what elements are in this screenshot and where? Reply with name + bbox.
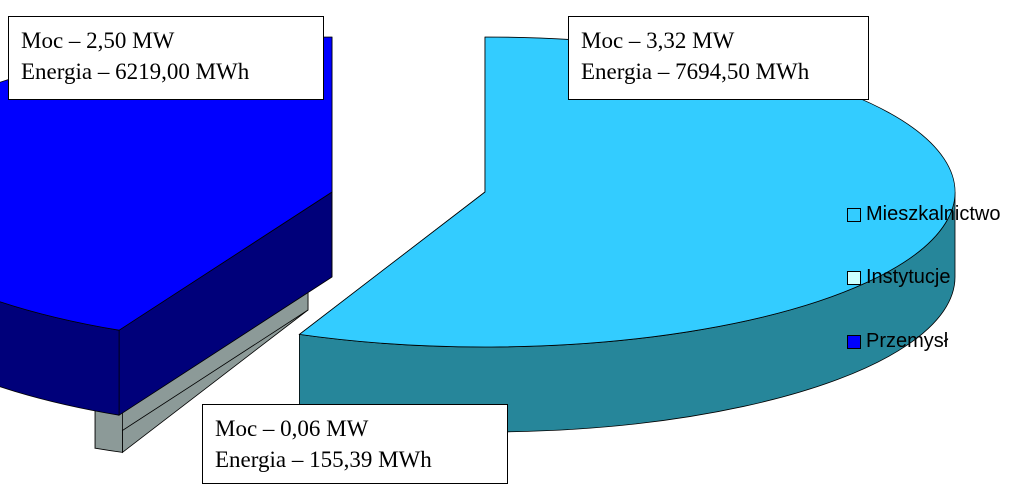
callout-mieszkalnictwo: Moc – 3,32 MW Energia – 7694,50 MWh [568,16,869,100]
legend-swatch-mieszkalnictwo [847,207,861,222]
callout-przemysl: Moc – 2,50 MW Energia – 6219,00 MWh [8,16,324,100]
legend-swatch-przemysl [847,334,861,349]
legend-item-przemysl: Przemysł [847,330,948,353]
callout-instytucje-energia: Energia – 155,39 MWh [215,447,432,472]
callout-instytucje-moc: Moc – 0,06 MW [215,416,369,441]
callout-instytucje: Moc – 0,06 MW Energia – 155,39 MWh [202,404,508,484]
legend-item-mieszkalnictwo: Mieszkalnictwo [847,203,1000,226]
callout-przemysl-energia: Energia – 6219,00 MWh [21,59,250,84]
legend-swatch-instytucje [847,270,861,285]
callout-mieszkalnictwo-moc: Moc – 3,32 MW [581,28,735,53]
legend-item-instytucje: Instytucje [847,266,950,289]
callout-przemysl-moc: Moc – 2,50 MW [21,28,175,53]
legend-label-instytucje: Instytucje [866,266,951,288]
legend-label-mieszkalnictwo: Mieszkalnictwo [866,203,1001,225]
callout-mieszkalnictwo-energia: Energia – 7694,50 MWh [581,59,810,84]
legend-label-przemysl: Przemysł [866,330,949,352]
pie-slices [0,36,956,454]
slice-przemysl-side [0,301,120,416]
